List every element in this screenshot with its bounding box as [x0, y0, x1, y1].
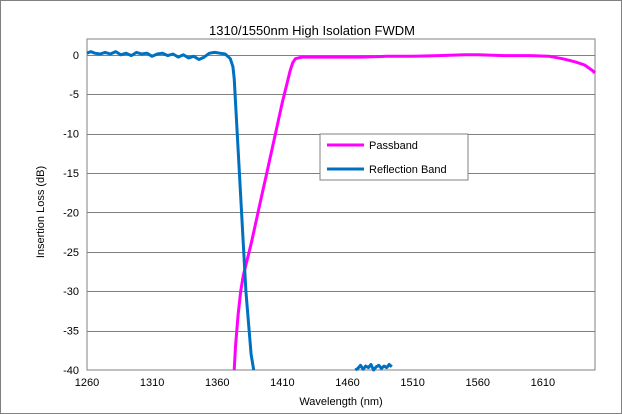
x-tick-label: 1410 [270, 377, 294, 389]
legend-label-passband: Passband [369, 140, 418, 152]
y-axis-label: Insertion Loss (dB) [35, 166, 47, 258]
x-tick-labels: 1260 1310 1360 1410 1460 1510 1560 1610 [75, 377, 555, 389]
legend: Passband Reflection Band [319, 133, 469, 181]
y-tick-label: -20 [63, 207, 79, 219]
series-line-reflection-band [86, 50, 256, 371]
x-tick-label: 1560 [466, 377, 490, 389]
legend-box [319, 133, 469, 181]
x-tick-label: 1360 [205, 377, 229, 389]
y-tick-label: -40 [63, 365, 79, 377]
y-tick-label: -10 [63, 129, 79, 141]
x-tick-label: 1260 [75, 377, 99, 389]
series-lines [86, 50, 597, 372]
y-tick-label: -15 [63, 168, 79, 180]
x-tick-label: 1510 [400, 377, 424, 389]
y-tick-label: -30 [63, 286, 79, 298]
y-tick-label: -5 [69, 89, 79, 101]
x-axis-label: Wavelength (nm) [299, 396, 382, 408]
y-tick-label: -25 [63, 247, 79, 259]
series-line-passband [232, 53, 597, 371]
x-tick-label: 1310 [140, 377, 164, 389]
plot-area [86, 38, 596, 371]
legend-label-reflection-band: Reflection Band [369, 164, 447, 176]
x-tick-label: 1460 [335, 377, 359, 389]
y-tick-label: -35 [63, 326, 79, 338]
series-line-reflection-band-floor [354, 363, 393, 372]
chart-title: 1310/1550nm High Isolation FWDM [209, 23, 415, 38]
y-tick-labels: 0 -5 -10 -15 -20 -25 -30 -35 -40 [63, 50, 79, 377]
x-tick-label: 1610 [531, 377, 555, 389]
y-tick-label: 0 [73, 50, 79, 62]
